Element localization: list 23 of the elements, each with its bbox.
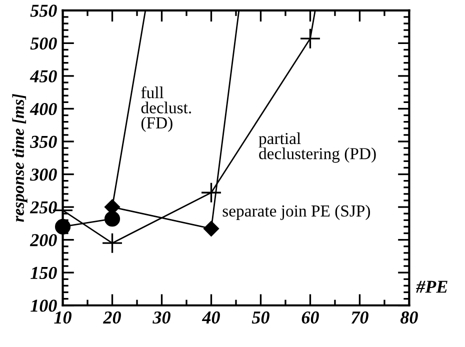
- y-tick-label: 450: [30, 70, 57, 82]
- y-tick-label: 550: [30, 4, 57, 17]
- x-tick-label: 30: [152, 311, 170, 324]
- x-tick-label: 60: [302, 311, 319, 324]
- y-tick-label: 500: [30, 37, 57, 50]
- x-tick-label: 40: [202, 311, 220, 324]
- y-tick-label: 350: [30, 136, 57, 148]
- annotation: separate join PE (SJP): [222, 204, 370, 220]
- annotation: partial declustering (PD): [258, 132, 376, 163]
- y-tick-label: 250: [30, 201, 57, 214]
- y-axis-title: response time [ms]: [12, 94, 28, 222]
- y-tick-label: 200: [30, 234, 57, 246]
- x-tick-label: 10: [54, 311, 72, 324]
- y-tick-label: 300: [30, 168, 57, 181]
- y-tick-label: 400: [30, 102, 57, 116]
- y-tick-label: 100: [30, 300, 57, 312]
- x-tick-label: 50: [252, 311, 270, 324]
- x-tick-label: 80: [400, 311, 418, 324]
- x-axis-title: #PE: [416, 280, 448, 293]
- x-tick-label: 20: [103, 311, 121, 324]
- y-tick-label: 150: [30, 266, 57, 280]
- x-tick-label: 70: [351, 311, 368, 324]
- annotation: full declust. (FD): [141, 86, 191, 132]
